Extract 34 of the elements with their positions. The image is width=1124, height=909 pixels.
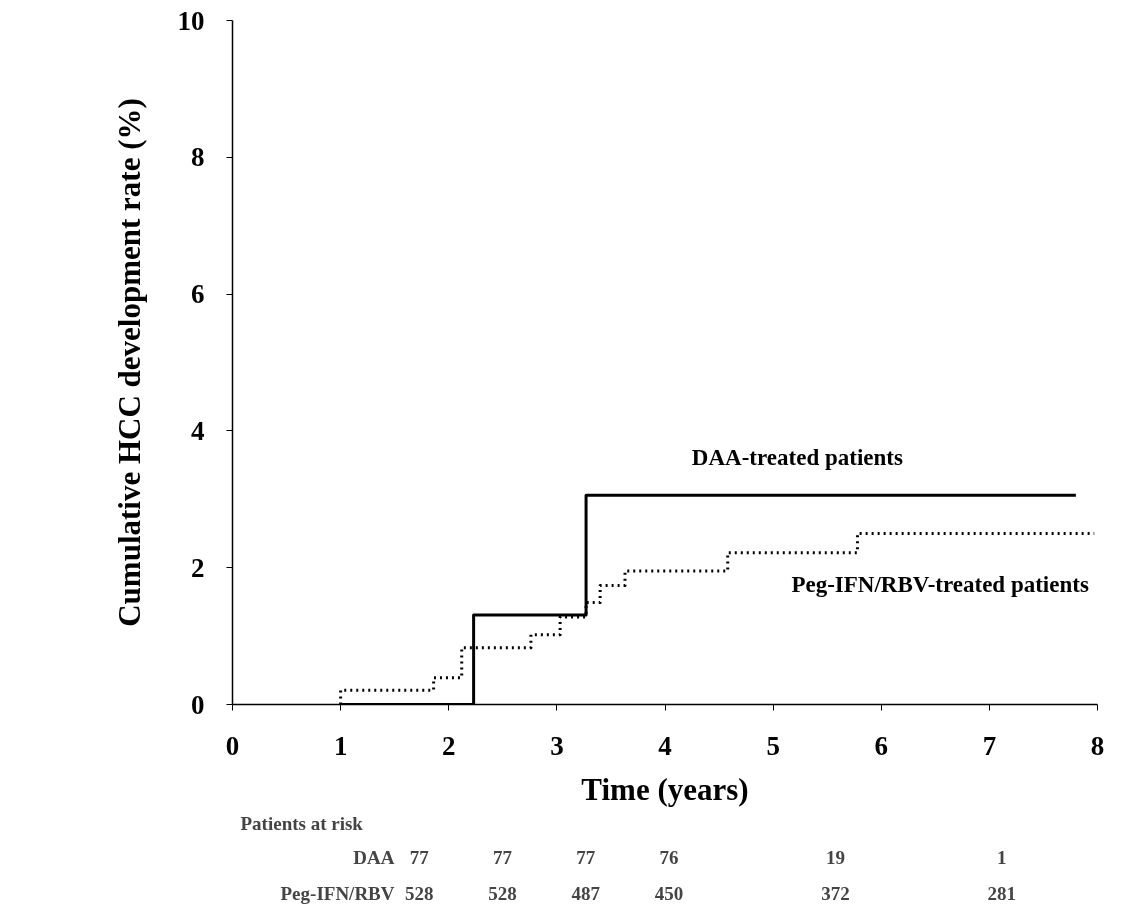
x-tick-label: 8 (1090, 730, 1105, 761)
text: 528 (405, 883, 434, 904)
y-tick-label: 0 (191, 689, 205, 720)
y-tick-label: 6 (191, 279, 205, 310)
text: 77 (409, 847, 430, 868)
x-tick-label: 7 (982, 730, 997, 761)
x-axis-title: Time (years) (581, 771, 749, 807)
x-tick-label: 1 (333, 730, 348, 761)
series-label: DAA-treated patients (691, 445, 903, 471)
text: 450 (654, 883, 684, 904)
text: 372 (821, 883, 850, 904)
x-tick-label: 4 (658, 730, 672, 761)
text: 528 (488, 883, 517, 904)
text: 76 (659, 847, 679, 868)
series-label: Peg-IFN/RBV-treated patients (791, 572, 1089, 598)
text: 19 (825, 847, 845, 868)
text: 77 (576, 847, 596, 868)
text: 281 (987, 883, 1017, 904)
x-tick-label: 0 (225, 730, 240, 761)
y-tick-label: 4 (191, 415, 205, 446)
text: 487 (571, 883, 601, 904)
text: 1 (997, 847, 1007, 868)
text: Patients at risk (240, 813, 364, 834)
text: Peg-IFN/RBV (280, 883, 395, 904)
y-tick-label: 2 (191, 552, 205, 583)
x-tick-label: 2 (442, 730, 456, 761)
text: 77 (493, 847, 513, 868)
y-tick-label: 8 (191, 142, 205, 173)
x-tick-label: 6 (874, 730, 888, 761)
text: DAA (353, 847, 395, 868)
x-tick-label: 5 (766, 730, 780, 761)
y-tick-label: 10 (177, 5, 205, 36)
y-axis-title: Cumulative HCC development rate (%) (111, 98, 147, 627)
x-tick-label: 3 (550, 730, 564, 761)
